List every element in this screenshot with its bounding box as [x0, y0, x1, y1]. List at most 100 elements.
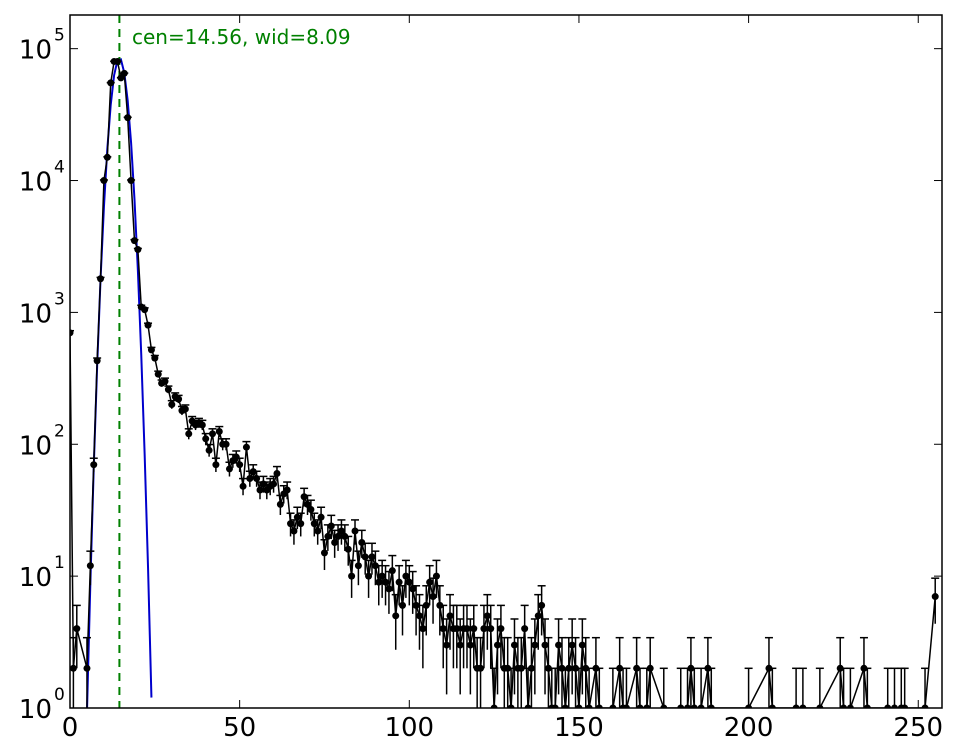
- data-point: [426, 578, 434, 586]
- data-point: [840, 704, 848, 708]
- data-point: [297, 520, 305, 528]
- data-point: [93, 357, 101, 365]
- data-point: [307, 506, 315, 514]
- data-point: [141, 306, 149, 314]
- data-point: [130, 237, 138, 245]
- annotation: cen=14.56, wid=8.09: [132, 25, 351, 49]
- data-point: [144, 321, 152, 329]
- data-point: [300, 493, 308, 501]
- data-point: [446, 612, 454, 620]
- data-point: [86, 562, 94, 570]
- data-point: [103, 153, 111, 161]
- data-point: [490, 704, 498, 708]
- data-point: [677, 704, 685, 708]
- data-point: [344, 545, 352, 553]
- data-point: [209, 430, 217, 438]
- data-point: [453, 625, 461, 633]
- data-point: [270, 480, 278, 488]
- data-point: [646, 664, 654, 672]
- data-point: [212, 461, 220, 469]
- data-point: [480, 625, 488, 633]
- data-point: [70, 329, 74, 337]
- data-point: [225, 465, 233, 473]
- data-point: [337, 527, 345, 535]
- data-point: [70, 664, 77, 672]
- data-point: [399, 601, 407, 609]
- data-point: [368, 553, 376, 561]
- data-point: [707, 704, 715, 708]
- data-point: [890, 704, 898, 708]
- x-tick-label: 150: [554, 713, 604, 743]
- data-point: [97, 275, 105, 283]
- data-point: [470, 625, 478, 633]
- data-point: [483, 612, 491, 620]
- y-tick-exponent: 4: [54, 158, 65, 178]
- data-point: [565, 664, 573, 672]
- data-point: [382, 578, 390, 586]
- data-point: [175, 395, 183, 403]
- data-point: [198, 421, 206, 429]
- data-point: [246, 475, 254, 483]
- data-point: [412, 601, 420, 609]
- data-point: [320, 549, 328, 557]
- plot-area: [70, 15, 942, 708]
- data-point: [487, 625, 495, 633]
- data-point: [524, 704, 532, 708]
- data-point: [242, 443, 250, 451]
- data-point: [317, 513, 325, 521]
- data-point: [202, 435, 210, 443]
- data-point: [304, 500, 312, 508]
- data-point: [884, 704, 892, 708]
- data-point: [378, 572, 386, 580]
- data-point: [863, 704, 871, 708]
- data-point: [901, 704, 909, 708]
- data-point: [331, 538, 339, 546]
- data-point: [365, 572, 373, 580]
- data-point: [161, 377, 169, 385]
- data-point: [415, 612, 423, 620]
- data-point: [792, 704, 800, 708]
- data-point: [463, 625, 471, 633]
- data-point: [276, 500, 284, 508]
- data-point: [561, 704, 569, 708]
- data-point: [466, 641, 474, 649]
- data-point: [327, 522, 335, 530]
- data-point: [114, 57, 122, 65]
- data-point: [622, 704, 630, 708]
- y-tick-label: 10: [19, 695, 52, 725]
- data-point: [90, 461, 98, 469]
- y-tick-label: 10: [19, 168, 52, 198]
- data-point: [494, 641, 502, 649]
- data-point: [690, 704, 698, 708]
- data-point: [595, 704, 603, 708]
- data-point: [456, 641, 464, 649]
- data-point: [83, 664, 91, 672]
- data-point: [348, 572, 356, 580]
- data-point: [643, 704, 651, 708]
- data-point: [578, 641, 586, 649]
- data-point: [409, 585, 417, 593]
- data-point: [392, 612, 400, 620]
- data-point: [134, 245, 142, 253]
- data-point: [290, 527, 298, 535]
- data-point: [443, 641, 451, 649]
- data-point: [287, 520, 295, 528]
- data-point: [521, 625, 529, 633]
- y-tick-exponent: 2: [54, 421, 65, 441]
- y-tick-exponent: 3: [54, 289, 65, 309]
- data-point: [439, 625, 447, 633]
- data-point: [405, 578, 413, 586]
- data-point: [609, 704, 617, 708]
- y-tick-exponent: 5: [54, 26, 65, 46]
- data-point: [497, 625, 505, 633]
- data-point: [273, 470, 281, 478]
- data-point: [127, 177, 135, 185]
- data-point: [660, 704, 668, 708]
- x-tick-label: 0: [62, 713, 79, 743]
- y-tick-label: 10: [19, 36, 52, 66]
- y-tick-label: 10: [19, 563, 52, 593]
- y-tick-exponent: 0: [54, 685, 65, 705]
- plot-layer: [70, 15, 940, 708]
- data-point: [551, 704, 559, 708]
